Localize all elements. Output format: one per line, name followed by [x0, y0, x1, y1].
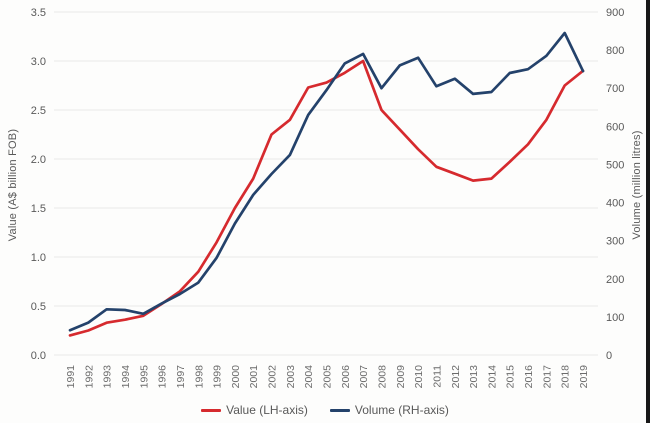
legend-volume-label: Volume (RH-axis) — [354, 403, 449, 417]
volume-series-line — [68, 31, 585, 332]
right-axis-tick-label: 800 — [606, 45, 624, 57]
x-axis-year-label: 2013 — [468, 365, 480, 389]
x-axis-year-label: 2002 — [267, 365, 279, 389]
left-axis-title: Value (A$ billion FOB) — [7, 128, 19, 242]
x-axis-year-label: 2015 — [505, 365, 517, 389]
legend-item-volume: Volume (RH-axis) — [329, 403, 449, 417]
x-axis-year-label: 2010 — [413, 365, 425, 389]
right-axis-tick-label: 600 — [606, 121, 624, 133]
left-axis-tick-label: 1.0 — [31, 252, 46, 264]
left-axis-tick-label: 3.0 — [31, 56, 46, 68]
left-axis-tick-label: 3.5 — [31, 7, 46, 19]
legend-value-label: Value (LH-axis) — [226, 403, 308, 417]
right-axis-tick-label: 0 — [606, 350, 612, 362]
x-axis-year-label: 2012 — [450, 365, 462, 389]
x-axis-year-label: 2006 — [340, 365, 352, 389]
x-axis-year-label: 1998 — [193, 365, 205, 389]
right-axis-tick-label: 400 — [606, 198, 624, 210]
x-axis-year-label: 1993 — [102, 365, 114, 389]
x-axis-year-label: 2011 — [431, 365, 443, 388]
x-axis-year-label: 2018 — [560, 365, 572, 389]
x-axis-year-label: 2001 — [248, 365, 260, 389]
legend-item-value: Value (LH-axis) — [201, 403, 308, 417]
value-series-line — [68, 59, 585, 337]
screenshot-right-border — [646, 0, 650, 423]
x-axis-year-label: 1996 — [157, 365, 169, 389]
left-axis-tick-label: 0.0 — [31, 350, 46, 362]
left-axis-tick-label: 1.5 — [31, 203, 46, 215]
x-axis-year-label: 1994 — [120, 365, 132, 389]
x-axis-year-label: 2007 — [358, 365, 370, 389]
x-axis-year-label: 1997 — [175, 365, 187, 389]
right-axis-tick-label: 700 — [606, 83, 624, 95]
x-axis-year-label: 2008 — [376, 365, 388, 389]
x-axis-year-label: 2016 — [523, 365, 535, 389]
right-axis-tick-label: 300 — [606, 236, 624, 248]
right-axis-tick-label: 500 — [606, 159, 624, 171]
right-axis-tick-label: 900 — [606, 7, 624, 19]
right-axis-title: Volume (million litres) — [631, 130, 643, 240]
x-axis-year-label: 2004 — [303, 365, 315, 389]
x-axis-year-label: 2009 — [395, 365, 407, 389]
x-axis-year-label: 1992 — [83, 365, 95, 389]
x-axis-year-label: 2003 — [285, 365, 297, 389]
x-axis-year-label: 2017 — [541, 365, 553, 389]
x-axis-year-label: 2014 — [486, 365, 498, 389]
x-axis-year-label: 2019 — [578, 365, 590, 389]
value-line-swatch-icon — [201, 408, 222, 412]
right-axis-tick-label: 200 — [606, 274, 624, 286]
right-axis-tick-label: 100 — [606, 312, 624, 324]
chart-legend: Value (LH-axis) Volume (RH-axis) — [0, 403, 650, 417]
x-axis-year-label: 1991 — [65, 365, 77, 389]
x-axis-year-label: 1999 — [212, 365, 224, 389]
left-axis-tick-label: 0.5 — [31, 301, 46, 313]
left-axis-tick-label: 2.5 — [31, 105, 46, 117]
x-axis-year-label: 2000 — [230, 365, 242, 389]
x-axis-year-label: 1995 — [138, 365, 150, 389]
volume-line-swatch-icon — [329, 408, 350, 412]
x-axis-year-label: 2005 — [322, 365, 334, 389]
left-axis-tick-label: 2.0 — [31, 154, 46, 166]
